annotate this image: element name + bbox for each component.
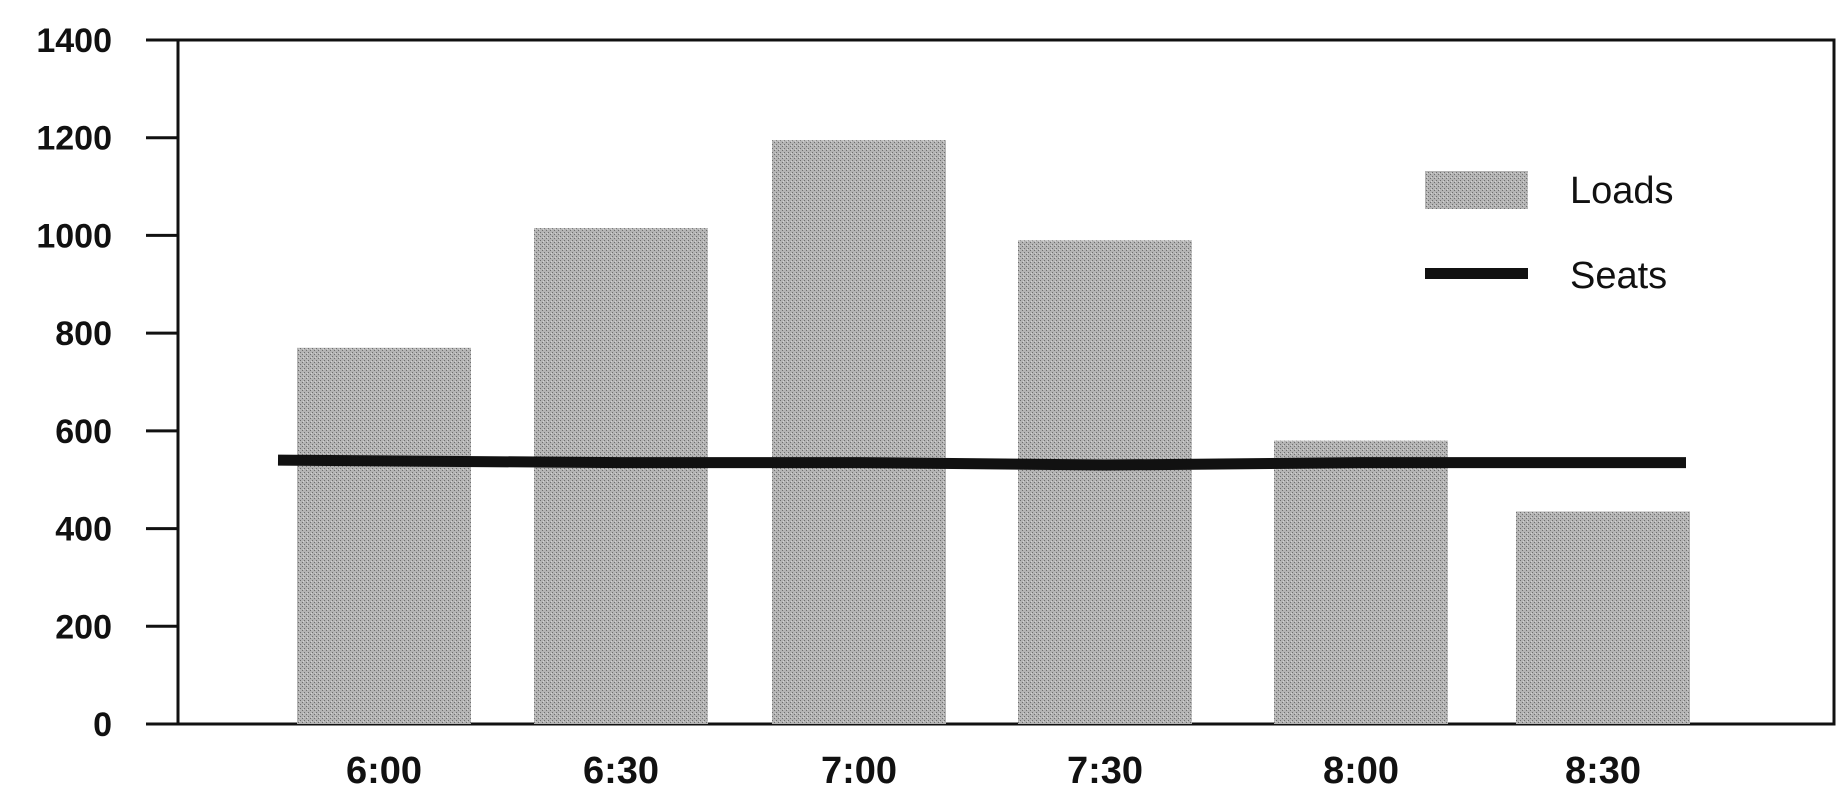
bar-loads-730 xyxy=(1018,240,1192,725)
x-tick-label: 8:00 xyxy=(1323,750,1399,791)
y-tick-labels: 0 200 400 600 800 1000 1200 1400 xyxy=(36,22,112,744)
x-tick-label: 8:30 xyxy=(1565,750,1641,791)
legend-label-loads: Loads xyxy=(1570,170,1674,212)
y-tick-label: 800 xyxy=(55,315,112,353)
legend-swatch-loads xyxy=(1425,171,1528,209)
y-tick-label: 1000 xyxy=(36,217,112,255)
bars xyxy=(297,140,1690,725)
legend-label-seats: Seats xyxy=(1570,255,1667,297)
plot-frame xyxy=(176,38,1836,726)
x-tick-label: 7:00 xyxy=(821,750,897,791)
y-tick-label: 400 xyxy=(55,511,112,549)
y-tick-label: 600 xyxy=(55,413,112,451)
x-tick-label: 6:00 xyxy=(346,750,422,791)
seats-line xyxy=(277,454,1686,471)
y-tick-marks xyxy=(146,38,178,726)
y-tick-label: 1400 xyxy=(36,22,112,60)
bar-loads-700 xyxy=(772,140,946,724)
category-labels: 6:00 6:30 7:00 7:30 8:00 8:30 xyxy=(346,750,1641,791)
y-tick-label: 200 xyxy=(55,608,112,646)
y-tick-label: 0 xyxy=(93,706,112,744)
bar-loads-800 xyxy=(1274,440,1448,724)
bar-loads-600 xyxy=(297,347,471,724)
legend-swatch-seats xyxy=(1425,268,1528,279)
x-tick-label: 6:30 xyxy=(583,750,659,791)
bar-loads-630 xyxy=(534,228,708,724)
x-tick-label: 7:30 xyxy=(1067,750,1143,791)
legend: Loads Seats xyxy=(1425,170,1674,297)
bar-loads-830 xyxy=(1516,511,1690,724)
y-tick-label: 1200 xyxy=(36,120,112,158)
